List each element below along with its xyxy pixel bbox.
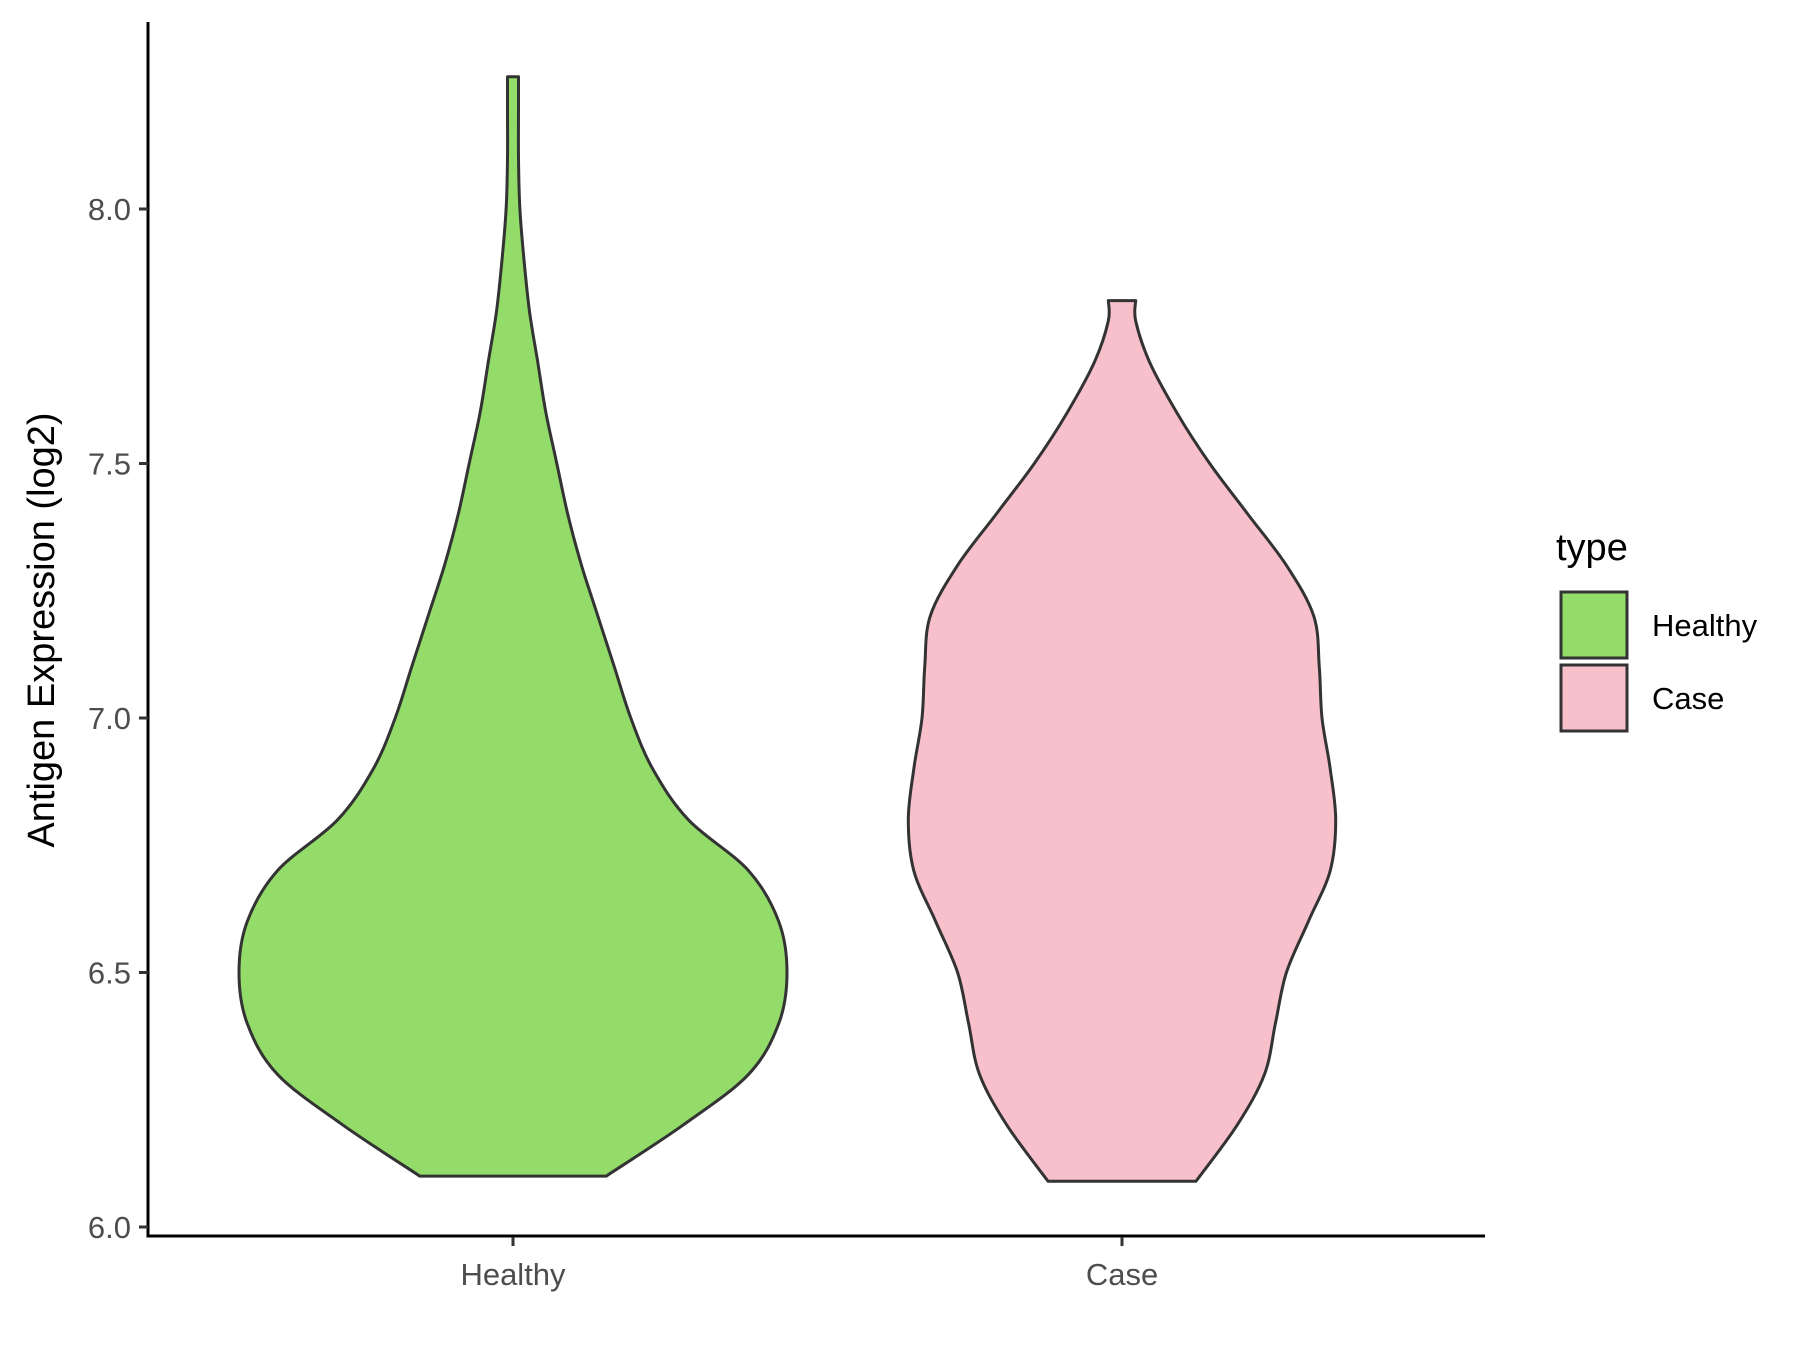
y-tick-label: 7.5 <box>88 447 131 482</box>
x-axis-ticks: Healthy Case <box>460 1237 1158 1292</box>
y-axis-ticks: 6.0 6.5 7.0 7.5 8.0 <box>88 192 148 1245</box>
legend-key-healthy <box>1559 590 1629 660</box>
y-tick-label: 8.0 <box>88 192 131 227</box>
violin-case <box>906 299 1338 1183</box>
x-tick-label: Case <box>1086 1257 1158 1292</box>
y-axis-title: Antigen Expression (log2) <box>21 412 63 847</box>
y-tick-label: 6.5 <box>88 956 131 991</box>
legend-title: type <box>1556 527 1628 569</box>
x-tick-label: Healthy <box>460 1257 566 1292</box>
violins-layer <box>237 75 1338 1183</box>
legend-label-healthy: Healthy <box>1652 608 1758 643</box>
legend-label-case: Case <box>1652 681 1724 716</box>
y-tick-label: 6.0 <box>88 1210 131 1245</box>
legend: type Healthy Case <box>1556 527 1758 733</box>
legend-key-case <box>1559 663 1629 733</box>
violin-healthy <box>237 75 789 1178</box>
y-tick-label: 7.0 <box>88 701 131 736</box>
